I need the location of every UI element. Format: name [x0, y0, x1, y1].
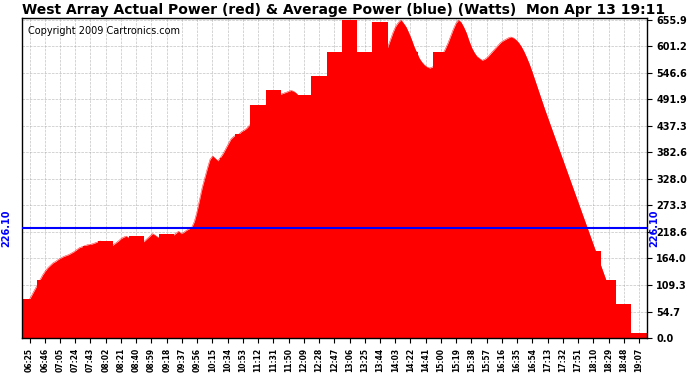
Text: Copyright 2009 Cartronics.com: Copyright 2009 Cartronics.com	[28, 26, 180, 36]
Bar	[540, 188, 555, 338]
Text: West Array Actual Power (red) & Average Power (blue) (Watts)  Mon Apr 13 19:11: West Array Actual Power (red) & Average …	[22, 3, 665, 17]
Bar	[83, 246, 98, 338]
Bar	[388, 105, 403, 338]
Bar	[586, 251, 601, 338]
Bar	[616, 304, 631, 338]
Bar	[433, 51, 448, 338]
Bar	[326, 51, 342, 338]
Bar	[98, 241, 113, 338]
Bar	[68, 255, 83, 338]
Bar	[22, 299, 37, 338]
Bar	[250, 105, 266, 338]
Bar	[296, 95, 311, 338]
Bar	[52, 265, 68, 338]
Bar	[403, 51, 418, 338]
Bar	[311, 76, 326, 338]
Bar	[524, 173, 540, 338]
Bar	[418, 71, 433, 338]
Bar	[342, 20, 357, 338]
Bar	[37, 280, 52, 338]
Bar	[464, 76, 479, 338]
Bar	[601, 280, 616, 338]
Bar	[448, 66, 464, 338]
Bar	[281, 129, 296, 338]
Bar	[144, 243, 159, 338]
Bar	[555, 202, 571, 338]
Bar	[220, 158, 235, 338]
Bar	[159, 234, 175, 338]
Bar	[479, 95, 494, 338]
Bar	[266, 90, 281, 338]
Bar	[494, 129, 509, 338]
Text: 226.10: 226.10	[650, 210, 660, 247]
Bar	[128, 236, 144, 338]
Text: 226.10: 226.10	[1, 210, 11, 247]
Bar	[357, 51, 373, 338]
Bar	[373, 22, 388, 338]
Bar	[205, 192, 220, 338]
Bar	[175, 238, 190, 338]
Bar	[631, 333, 647, 338]
Bar	[235, 134, 250, 338]
Bar	[190, 231, 205, 338]
Bar	[113, 248, 128, 338]
Bar	[509, 149, 524, 338]
Bar	[571, 226, 586, 338]
